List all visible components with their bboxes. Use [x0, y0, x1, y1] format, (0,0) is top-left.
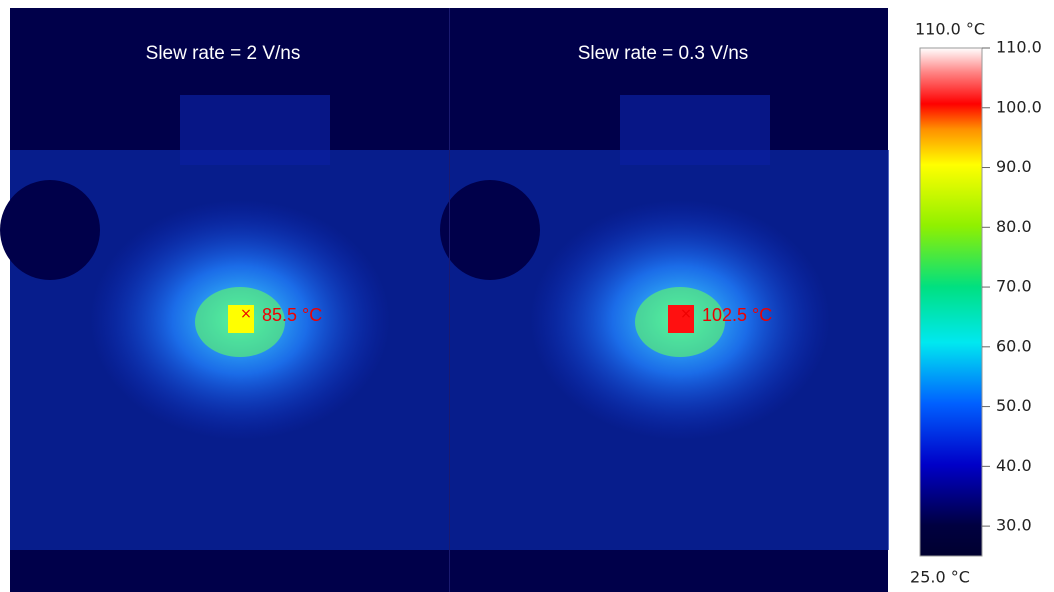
colorbar-min: 25.0 °C	[910, 568, 970, 587]
capacitor	[440, 180, 540, 280]
colorbar-tick-label: 80.0	[996, 217, 1032, 236]
hotspot-label: 102.5 °C	[702, 305, 772, 325]
colorbar-tick-label: 60.0	[996, 336, 1032, 355]
panel-title: Slew rate = 0.3 V/ns	[578, 43, 749, 64]
colorbar-tick-label: 50.0	[996, 396, 1032, 415]
colorbar-tick-label: 30.0	[996, 516, 1032, 535]
panel-title: Slew rate = 2 V/ns	[146, 43, 301, 64]
hotspot-cross: ×	[240, 306, 252, 322]
hotspot-label: 85.5 °C	[262, 305, 322, 325]
colorbar-max: 110.0 °C	[915, 20, 985, 39]
colorbar-tick-label: 100.0	[996, 97, 1042, 116]
colorbar	[920, 48, 982, 556]
colorbar-tick-label: 90.0	[996, 157, 1032, 176]
colorbar-tick-label: 70.0	[996, 277, 1032, 296]
colorbar-tick-label: 110.0	[996, 38, 1042, 57]
colorbar-tick-label: 40.0	[996, 456, 1032, 475]
thermal-view: × 85.5 °C Slew rate = 2 V/ns × 102.5 °C Slew …	[0, 0, 1054, 592]
heatsink	[620, 95, 770, 165]
heatsink	[180, 95, 330, 165]
hotspot-cross: ×	[680, 306, 692, 322]
capacitor	[0, 180, 100, 280]
